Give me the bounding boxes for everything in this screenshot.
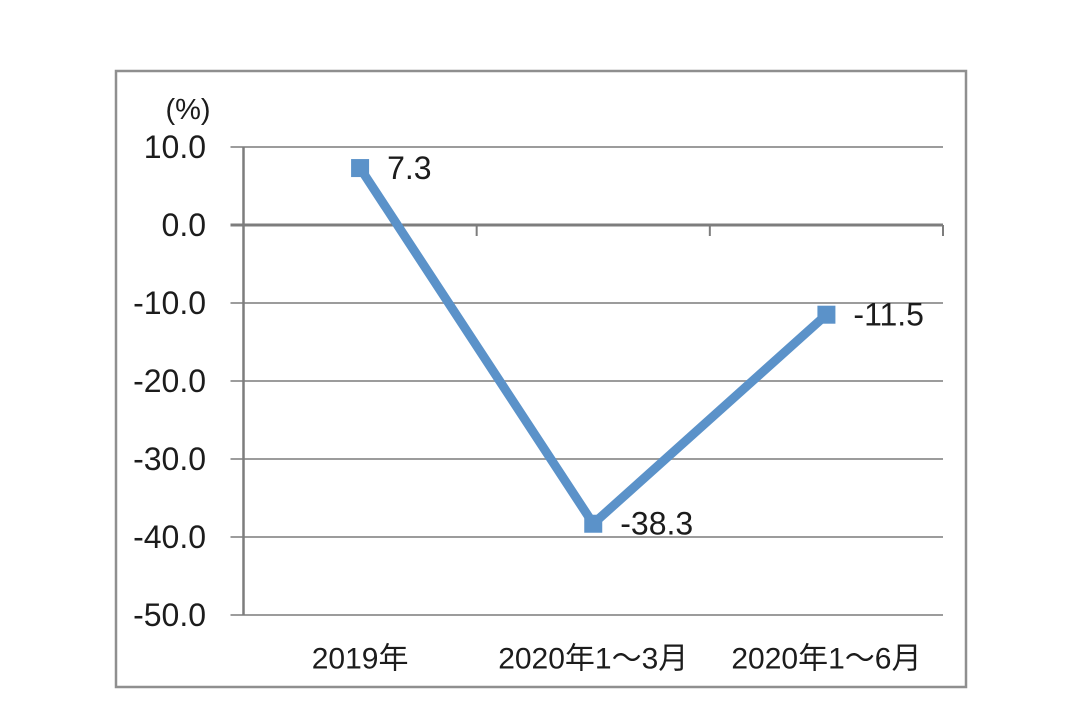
y-axis-tick-label: -10.0 — [133, 285, 206, 321]
y-axis-tick-label: 10.0 — [144, 129, 206, 165]
y-axis-unit-label: (%) — [165, 94, 210, 126]
data-label: 7.3 — [387, 150, 431, 186]
x-axis-category-label: 2019年 — [312, 643, 409, 676]
data-point-marker — [817, 305, 836, 324]
data-label: -11.5 — [853, 297, 924, 333]
y-axis-tick-label: -40.0 — [133, 519, 206, 555]
y-axis-tick-label: 0.0 — [162, 207, 206, 243]
data-series-line — [356, 165, 830, 529]
data-point-marker — [351, 159, 370, 178]
chart-border — [114, 69, 968, 689]
y-axis-tick-label: -30.0 — [133, 441, 206, 477]
data-label: -38.3 — [620, 506, 693, 542]
x-axis-category-label: 2020年1～3月 — [498, 643, 688, 676]
data-point-marker — [584, 514, 603, 533]
x-axis-category-label: 2020年1～6月 — [731, 643, 921, 676]
y-axis-tick-label: -50.0 — [133, 597, 206, 633]
y-axis-tick-label: -20.0 — [133, 363, 206, 399]
